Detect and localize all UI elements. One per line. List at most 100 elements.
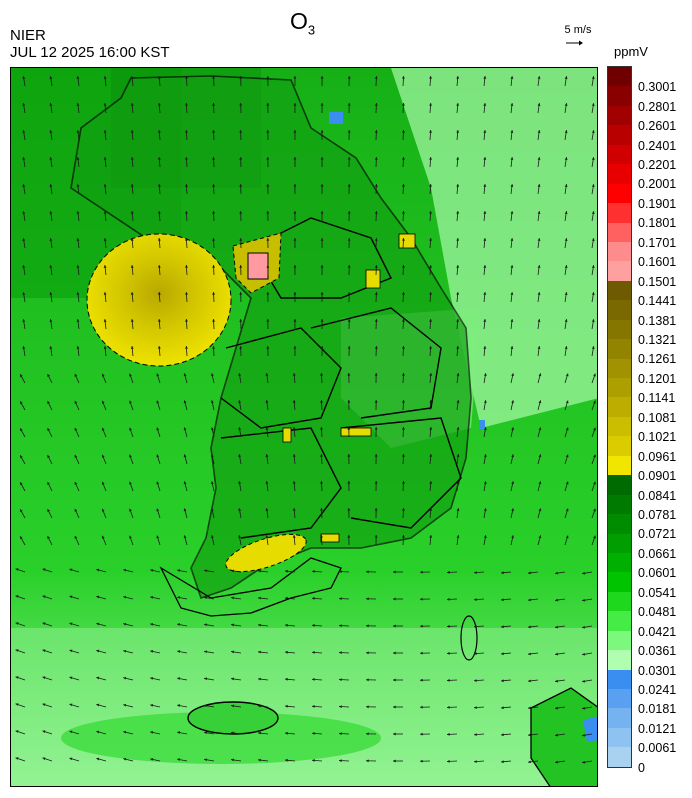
wind-vector-head	[101, 508, 105, 512]
wind-vector-head	[483, 427, 487, 431]
wind-vector-head	[555, 760, 558, 764]
wind-vector-head	[96, 703, 100, 707]
wind-vector-head	[456, 319, 460, 322]
wind-vector-head	[538, 373, 542, 377]
wind-vector-head	[69, 730, 73, 734]
wind-vector-head	[429, 481, 433, 484]
wind-vector-head	[239, 211, 243, 214]
wind-vector-head	[96, 568, 100, 572]
wind-vector-head	[555, 652, 558, 656]
wind-vector-head	[76, 130, 80, 133]
wind-vector-head	[210, 454, 214, 458]
wind-vector-head	[511, 481, 515, 485]
wind-vector-head	[156, 535, 160, 539]
wind-vector-head	[420, 678, 423, 682]
wind-vector-head	[292, 481, 296, 484]
wind-vector-head	[123, 703, 127, 707]
wind-vector-head	[429, 184, 432, 187]
wind-vector-head	[401, 265, 405, 268]
wind-vector-head	[238, 535, 242, 539]
wind-vector-head	[49, 211, 53, 214]
wind-vector-head	[510, 346, 514, 349]
wind-vector-head	[101, 535, 105, 539]
wind-vector-head	[258, 569, 261, 573]
wind-vector-head	[374, 535, 378, 538]
wind-vector-head	[447, 651, 450, 655]
wind-vector-head	[591, 76, 595, 79]
agency-label: NIER	[10, 27, 46, 44]
wind-vector-head	[429, 130, 432, 133]
wind-vector-head	[374, 238, 378, 241]
wind-vector-head	[374, 481, 378, 484]
wind-vector-head	[177, 623, 181, 627]
wind-vector-head	[20, 428, 23, 432]
wind-vector-head	[510, 130, 514, 133]
colorbar-cell	[608, 319, 631, 340]
wind-vector-head	[447, 705, 450, 709]
map-canvas	[11, 68, 597, 786]
wind-vector-head	[347, 400, 351, 403]
wind-vector-head	[483, 400, 487, 404]
wind-vector-head	[511, 400, 515, 404]
wind-vector-head	[177, 569, 181, 573]
wind-vector-head	[393, 759, 396, 763]
wind-vector-head	[130, 292, 134, 295]
wind-vector-head	[366, 705, 369, 709]
colorbar-cell	[608, 572, 631, 592]
wind-vector-head	[265, 427, 269, 430]
wind-vector-head	[285, 569, 288, 573]
island-east	[460, 615, 478, 661]
wind-vector-head	[177, 677, 181, 681]
wind-vector-head	[429, 508, 433, 511]
wind-vector-head	[312, 678, 315, 681]
high-ozone-northeast	[398, 233, 416, 249]
wind-vector-head	[501, 571, 504, 575]
wind-vector-head	[258, 623, 261, 627]
wind-vector-head	[266, 265, 270, 268]
wind-vector-head	[393, 732, 396, 736]
title-main: O	[290, 8, 308, 34]
wind-vector-head	[593, 454, 596, 458]
wind-vector-head	[231, 677, 234, 681]
wind-vector-head	[15, 757, 19, 760]
wind-vector-head	[474, 733, 477, 736]
wind-vector-head	[76, 265, 80, 268]
wind-vector-head	[456, 157, 460, 160]
wind-vector-head	[555, 625, 558, 629]
high-ozone-south-east	[320, 533, 340, 543]
wind-vector-head	[347, 211, 351, 214]
colorbar-label: 0.0421	[638, 624, 677, 639]
wind-vector-head	[366, 678, 369, 682]
colorbar-cell	[608, 339, 631, 359]
wind-vector-head	[565, 508, 569, 512]
wind-vector-head	[285, 596, 288, 600]
wind-vector-head	[374, 130, 378, 133]
wind-vector-head	[103, 238, 107, 241]
wind-vector-head	[429, 319, 432, 322]
wind-vector-head	[129, 454, 132, 458]
wind-vector-head	[537, 265, 541, 268]
wind-vector-head	[565, 427, 569, 431]
wind-vector-head	[292, 427, 296, 430]
wind-vector-head	[129, 481, 132, 485]
wind-vector-head	[157, 157, 161, 160]
wind-vector-head	[564, 130, 568, 133]
wind-vector-head	[320, 265, 324, 268]
wind-vector-head	[347, 76, 351, 79]
wind-vector-head	[96, 622, 100, 626]
wind-vector-head	[501, 679, 504, 683]
japan-coast	[530, 687, 597, 786]
wind-vector-head	[265, 535, 269, 538]
wind-vector-head	[582, 733, 585, 737]
wind-vector-head	[401, 373, 405, 376]
wind-vector-head	[591, 103, 595, 106]
wind-vector-head	[212, 103, 216, 106]
wind-vector-head	[265, 400, 269, 403]
wind-vector-head	[456, 130, 460, 133]
high-ozone-central	[340, 427, 372, 437]
wind-vector-head	[447, 570, 450, 574]
wind-vector-head	[49, 76, 53, 79]
wind-vector-head	[42, 676, 46, 680]
wind-vector-head	[510, 157, 514, 160]
colorbar-label: 0.0541	[638, 585, 677, 600]
